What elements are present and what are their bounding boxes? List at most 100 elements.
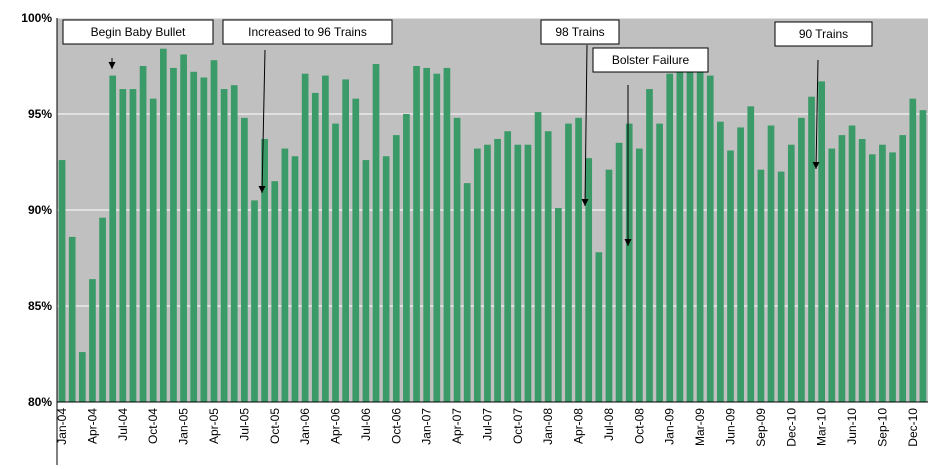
x-tick-label: Jun-10 xyxy=(845,408,859,445)
bar xyxy=(230,85,238,402)
x-tick-label: Jun-09 xyxy=(724,408,738,445)
bar xyxy=(666,73,674,403)
bar xyxy=(362,160,370,402)
annotation-box xyxy=(774,21,873,47)
bar xyxy=(281,148,289,402)
annotation-arrow xyxy=(261,49,266,194)
x-tick-label: Oct-07 xyxy=(511,408,525,444)
annotation-arrow xyxy=(584,44,588,207)
x-tick-label: Jan-06 xyxy=(298,408,312,445)
x-tick-label: Apr-08 xyxy=(572,408,586,444)
bar xyxy=(676,71,684,402)
bar xyxy=(352,98,360,402)
bar xyxy=(423,67,431,403)
bar xyxy=(403,114,410,402)
x-tick-label: Oct-06 xyxy=(389,408,403,444)
bar xyxy=(919,110,927,402)
bar xyxy=(271,181,279,402)
bar xyxy=(808,96,815,402)
bar xyxy=(129,89,137,402)
bar xyxy=(686,71,694,402)
bar xyxy=(656,123,663,402)
arrow-head xyxy=(581,199,589,206)
bar xyxy=(585,158,593,402)
bar xyxy=(544,131,552,402)
x-tick-label: Jan-07 xyxy=(420,408,434,445)
bar xyxy=(453,117,461,402)
bar xyxy=(413,66,420,402)
bar xyxy=(747,106,755,402)
bar xyxy=(575,117,582,402)
bar xyxy=(463,183,471,402)
bar xyxy=(504,131,512,402)
bar xyxy=(625,123,633,402)
x-tick-label: Jul-05 xyxy=(237,408,251,441)
bar xyxy=(139,66,147,402)
annotation-box xyxy=(222,19,393,45)
bar xyxy=(160,48,167,402)
bar xyxy=(554,208,562,402)
x-tick-label: Sep-10 xyxy=(875,408,889,447)
bar xyxy=(342,79,349,402)
bar xyxy=(534,112,542,402)
x-tick-label: Jan-09 xyxy=(663,408,677,445)
annotation-box xyxy=(592,47,709,73)
bar xyxy=(200,77,208,403)
x-tick-label: Apr-05 xyxy=(207,408,221,444)
bar xyxy=(473,148,481,402)
bar xyxy=(909,98,917,402)
bar xyxy=(899,135,907,402)
bar xyxy=(78,352,86,402)
x-tick-label: Oct-05 xyxy=(268,408,282,444)
annotation-text: 90 Trains xyxy=(799,27,848,41)
y-tick-label: 90% xyxy=(28,203,52,217)
x-tick-label: Apr-07 xyxy=(450,408,464,444)
x-tick-label: Jan-08 xyxy=(541,408,555,445)
bar xyxy=(717,121,724,403)
bar xyxy=(787,144,795,402)
x-tick-label: Oct-08 xyxy=(632,408,646,444)
bar xyxy=(261,138,268,402)
bar xyxy=(706,75,714,402)
bar xyxy=(322,75,329,402)
x-tick-label: Mar-10 xyxy=(815,408,829,446)
x-tick-label: Dec-10 xyxy=(784,408,798,447)
annotation-text: 98 Trains xyxy=(555,25,604,39)
bar xyxy=(170,67,177,403)
bar xyxy=(696,54,704,402)
bar xyxy=(889,152,896,402)
y-tick-label: 95% xyxy=(28,107,52,121)
annotation-text: Increased to 96 Trains xyxy=(248,25,367,39)
bar xyxy=(777,171,785,402)
bar xyxy=(372,64,380,402)
bar xyxy=(392,135,400,402)
x-tick-label: Sep-09 xyxy=(754,408,768,447)
bar xyxy=(565,123,572,402)
bar xyxy=(767,125,775,403)
x-tick-label: Jan-05 xyxy=(177,408,191,445)
x-tick-label: Mar-09 xyxy=(693,408,707,446)
bar xyxy=(382,156,390,402)
bar xyxy=(524,144,532,402)
bar xyxy=(605,169,613,402)
bar xyxy=(109,75,117,402)
bar xyxy=(180,54,187,402)
y-tick-label: 80% xyxy=(28,395,52,409)
bar xyxy=(210,60,218,403)
bar xyxy=(119,89,127,402)
x-tick-label: Jul-07 xyxy=(480,408,494,441)
x-tick-label: Apr-04 xyxy=(85,408,99,444)
bar xyxy=(595,252,603,402)
bar xyxy=(727,150,734,402)
bar xyxy=(291,156,299,402)
bar xyxy=(868,154,876,402)
x-tick-label: Jul-08 xyxy=(602,408,616,441)
x-tick-label: Jul-06 xyxy=(359,408,373,441)
arrow-head xyxy=(812,162,820,169)
y-tick-label: 100% xyxy=(21,11,52,25)
bar xyxy=(615,142,623,403)
bar xyxy=(858,138,866,402)
x-tick-label: Dec-10 xyxy=(906,408,920,447)
x-tick-label: Jan-04 xyxy=(55,408,69,445)
bar xyxy=(301,73,309,403)
